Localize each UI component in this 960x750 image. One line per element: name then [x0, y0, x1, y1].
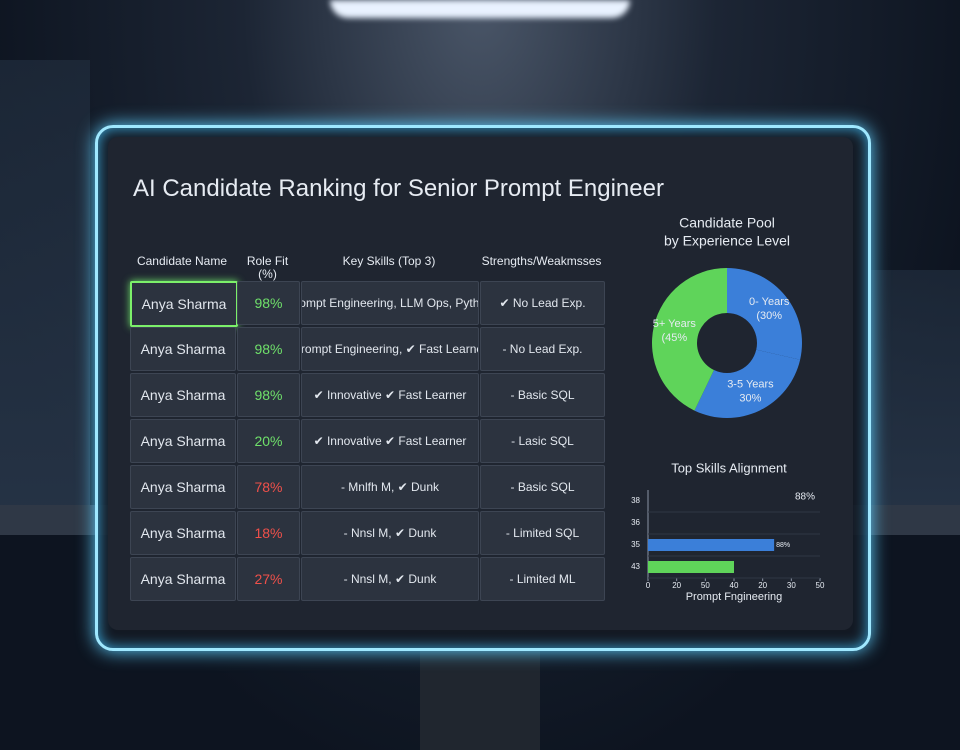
segment-label: 3-5 Years	[727, 379, 774, 391]
table-cell: 98%	[237, 373, 300, 417]
x-tick-label: 0	[646, 581, 651, 590]
segment-label: 5+ Years	[653, 318, 697, 330]
donut-segment	[694, 349, 801, 418]
window	[0, 60, 90, 520]
table-cell: - Mnlfh M, ✔ Dunk	[301, 465, 479, 509]
table-cell: 98%	[237, 281, 300, 325]
y-tick-label: 38	[631, 496, 640, 505]
donut-segment	[727, 268, 802, 360]
table-cell: Anya Sharma	[130, 373, 236, 417]
table-cell: - Nnsl M, ✔ Dunk	[301, 511, 479, 555]
bar	[648, 561, 734, 573]
table-cell: - Lasic SQL	[480, 419, 605, 463]
bar	[648, 539, 775, 551]
table-cell: 27%	[237, 557, 300, 601]
table-cell: Anya Sharma	[130, 465, 236, 509]
page-title: AI Candidate Ranking for Senior Prompt E…	[133, 175, 664, 202]
chart-subtitle: by Experience Level	[664, 233, 790, 249]
chart-title: Top Skills Alignment	[671, 460, 787, 475]
table-cell: Anya Sharma	[130, 557, 236, 601]
table-cell: ✔ Innovative ✔ Fast Learner	[301, 373, 479, 417]
table-cell: Prompt Engineering, ✔ Fast Learner	[301, 327, 479, 371]
stand	[420, 650, 540, 750]
table-cell: 98%	[237, 327, 300, 371]
table-cell: ✔ No Lead Exp.	[480, 281, 605, 325]
table-cell: - Limited SQL	[480, 511, 605, 555]
table-cell: - No Lead Exp.	[480, 327, 605, 371]
column-header: Candidate Name	[136, 254, 228, 268]
table-cell: ✔ Innovative ✔ Fast Learner	[301, 419, 479, 463]
column-header: Role Fit (%)	[246, 254, 289, 281]
value-label: 88%	[776, 542, 790, 549]
x-tick-label: 20	[672, 581, 681, 590]
chart-title: Candidate Pool	[679, 215, 775, 231]
y-tick-label: 43	[631, 562, 640, 571]
segment-value: 30%	[739, 393, 761, 405]
segment-value: (45%	[662, 332, 688, 344]
y-tick-label: 35	[631, 540, 640, 549]
table-cell: 78%	[237, 465, 300, 509]
donut-segment	[652, 268, 727, 411]
table-cell: - Basic SQL	[480, 373, 605, 417]
table-cell: Anya Sharma	[130, 511, 236, 555]
x-tick-label: 50	[816, 581, 825, 590]
x-tick-label: 30	[787, 581, 796, 590]
table-cell: Anya Sharma	[130, 419, 236, 463]
table-cell: Anya Sharma	[130, 327, 236, 371]
column-header: Strengths/Weakmsses	[481, 254, 602, 268]
annotation: 88%	[795, 492, 815, 503]
segment-label: 0- Years	[749, 296, 790, 308]
segment-value: (30%	[756, 310, 782, 322]
table-cell: Anya Sharma	[130, 281, 238, 327]
x-tick-label: 40	[730, 581, 739, 590]
window	[870, 270, 960, 510]
column-header: Key Skills (Top 3)	[342, 254, 436, 268]
table-cell: 18%	[237, 511, 300, 555]
table-cell: - Basic SQL	[480, 465, 605, 509]
x-tick-label: 20	[758, 581, 767, 590]
x-axis-label: Prompt Fngineering	[686, 591, 783, 603]
y-tick-label: 36	[631, 518, 640, 527]
x-tick-label: 50	[701, 581, 710, 590]
table-cell: Prompt Engineering, LLM Ops, Python	[301, 281, 479, 325]
table-cell: 20%	[237, 419, 300, 463]
table-cell: - Nnsl M, ✔ Dunk	[301, 557, 479, 601]
table-cell: - Limited ML	[480, 557, 605, 601]
ceiling-light	[330, 0, 630, 18]
